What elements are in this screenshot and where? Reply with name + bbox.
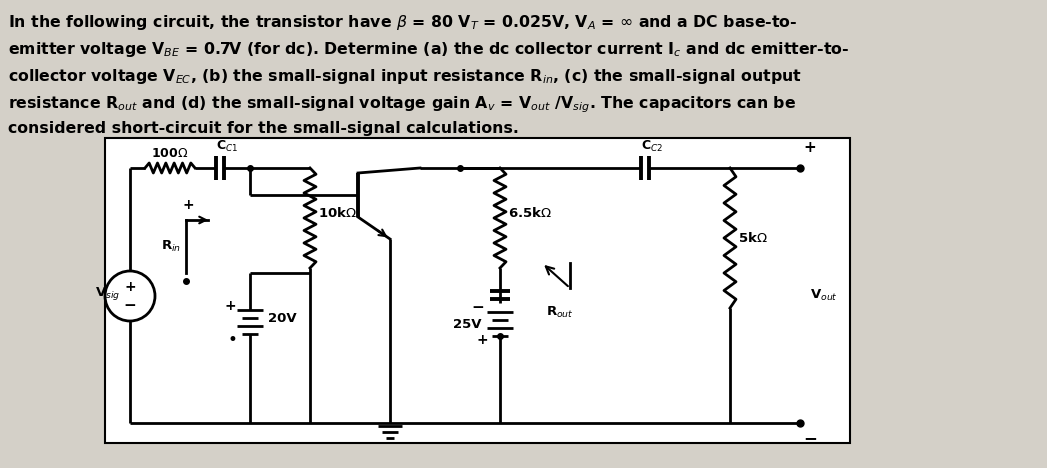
Text: 5k$\Omega$: 5k$\Omega$ <box>738 231 767 245</box>
Text: R$_{out}$: R$_{out}$ <box>547 305 574 320</box>
Text: V$_{out}$: V$_{out}$ <box>810 288 838 303</box>
Text: 10k$\Omega$: 10k$\Omega$ <box>318 206 357 220</box>
Text: +: + <box>125 280 136 294</box>
Text: 20V: 20V <box>268 312 296 324</box>
Text: R$_{in}$: R$_{in}$ <box>161 239 181 254</box>
Text: 100$\Omega$: 100$\Omega$ <box>152 147 188 160</box>
Text: •: • <box>227 331 237 349</box>
Text: C$_{C2}$: C$_{C2}$ <box>641 139 663 154</box>
Text: +: + <box>182 198 194 212</box>
Text: +: + <box>476 333 488 347</box>
Bar <box>105 138 850 443</box>
Text: +: + <box>804 140 817 155</box>
Text: considered short-circuit for the small-signal calculations.: considered short-circuit for the small-s… <box>8 121 519 136</box>
Text: 6.5k$\Omega$: 6.5k$\Omega$ <box>508 206 552 220</box>
Text: −: − <box>124 298 136 313</box>
Text: resistance R$_{out}$ and (d) the small-signal voltage gain A$_v$ = V$_{out}$ /V$: resistance R$_{out}$ and (d) the small-s… <box>8 94 796 115</box>
Text: In the following circuit, the transistor have $\beta$ = 80 V$_T$ = 0.025V, V$_A$: In the following circuit, the transistor… <box>8 13 798 32</box>
Text: collector voltage V$_{EC}$, (b) the small-signal input resistance R$_{in}$, (c) : collector voltage V$_{EC}$, (b) the smal… <box>8 67 802 86</box>
Text: C$_{C1}$: C$_{C1}$ <box>216 139 238 154</box>
Text: −: − <box>803 429 817 447</box>
Text: 25V: 25V <box>453 319 482 331</box>
Text: +: + <box>224 299 236 313</box>
Text: emitter voltage V$_{BE}$ = 0.7V (for dc). Determine (a) the dc collector current: emitter voltage V$_{BE}$ = 0.7V (for dc)… <box>8 40 849 59</box>
Text: −: − <box>471 300 485 315</box>
Text: V$_{sig}$: V$_{sig}$ <box>94 285 120 301</box>
